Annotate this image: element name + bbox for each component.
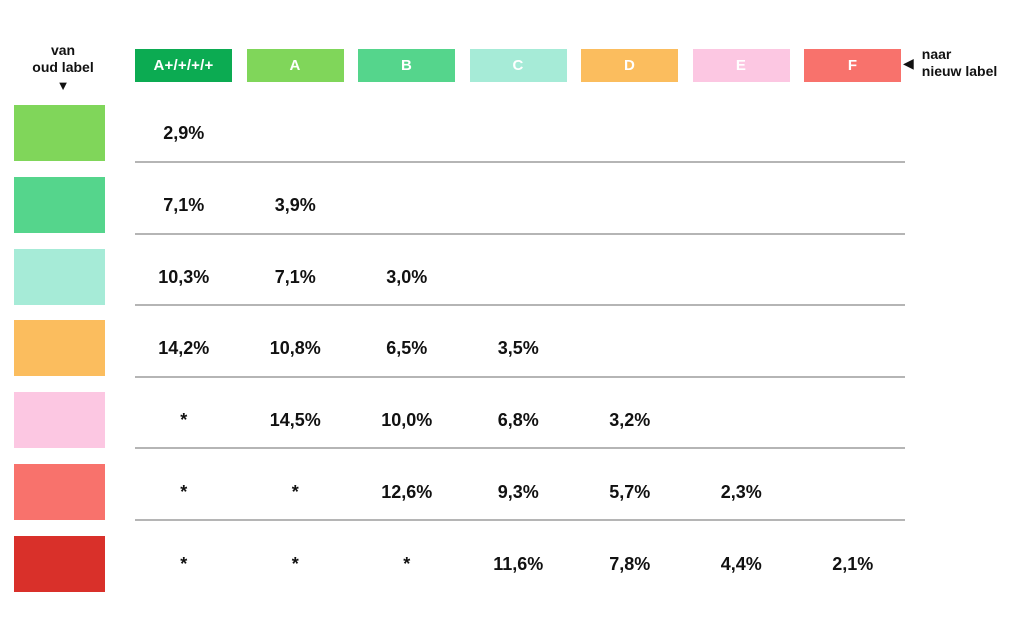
row-divider — [135, 447, 905, 449]
new-label-badge-b: B — [358, 49, 455, 82]
matrix-cell: 9,3% — [497, 481, 539, 502]
new-label-badge-a: A — [246, 49, 344, 82]
to-new-label-header: ◀ naar nieuw label — [903, 46, 997, 80]
new-label-badge-d: D — [581, 49, 678, 82]
matrix-cell: 7,1% — [274, 266, 316, 287]
matrix-cell: 3,5% — [497, 337, 539, 358]
matrix-cell — [797, 105, 909, 161]
arrow-down-icon: ▼ — [56, 78, 70, 93]
old-label-swatch-4 — [14, 320, 105, 376]
matrix-row-5: * 14,5% 10,0% 6,8% 3,2% — [128, 392, 909, 448]
from-label-line1: van — [50, 42, 76, 58]
matrix-cell: * — [403, 553, 411, 574]
matrix-cell — [797, 177, 909, 233]
matrix-cell: 10,0% — [381, 409, 433, 430]
matrix-row-3: 10,3% 7,1% 3,0% — [128, 249, 909, 305]
matrix-cell — [797, 464, 909, 520]
matrix-row-2: 7,1% 3,9% — [128, 177, 909, 233]
matrix-cell — [797, 320, 909, 376]
matrix-cell — [686, 249, 798, 305]
matrix-cell — [686, 105, 798, 161]
matrix-cell — [351, 177, 463, 233]
row-divider — [135, 304, 905, 306]
new-label-badge-e: E — [692, 49, 790, 82]
matrix-cell: 4,4% — [720, 553, 762, 574]
matrix-cell: * — [180, 553, 188, 574]
new-label-badge-c: C — [469, 49, 567, 82]
matrix-cell: 3,2% — [609, 409, 651, 430]
matrix-cell: * — [180, 481, 188, 502]
matrix-cell: * — [291, 553, 299, 574]
matrix-cell — [574, 105, 686, 161]
matrix-cell — [797, 249, 909, 305]
matrix-cell: * — [180, 409, 188, 430]
matrix-cell — [574, 249, 686, 305]
matrix-cell — [686, 320, 798, 376]
to-label-line1: naar — [921, 46, 952, 62]
matrix-cell: 2,1% — [832, 553, 874, 574]
new-label-badge-f: F — [804, 49, 901, 82]
matrix-cell: 14,5% — [269, 409, 321, 430]
matrix-cell — [686, 177, 798, 233]
matrix-cell: 14,2% — [158, 337, 210, 358]
matrix-cell: 6,5% — [386, 337, 428, 358]
matrix-row-4: 14,2% 10,8% 6,5% 3,5% — [128, 320, 909, 376]
matrix-cell — [463, 177, 575, 233]
new-label-header-row: A+/+/+/+ A B C D E F — [135, 49, 901, 82]
from-old-label-header: van oud label ▼ — [8, 42, 118, 93]
matrix-cell: 7,8% — [609, 553, 651, 574]
matrix-cell: 2,3% — [720, 481, 762, 502]
old-label-swatch-5 — [14, 392, 105, 448]
matrix-cell: 12,6% — [381, 481, 433, 502]
old-label-swatch-3 — [14, 249, 105, 305]
matrix-row-6: * * 12,6% 9,3% 5,7% 2,3% — [128, 464, 909, 520]
matrix-row-7: * * * 11,6% 7,8% 4,4% 2,1% — [128, 536, 909, 592]
to-label-line2: nieuw label — [921, 63, 998, 79]
matrix-cell: 6,8% — [497, 409, 539, 430]
row-divider — [135, 233, 905, 235]
to-label-text: naar nieuw label — [922, 46, 997, 80]
matrix-cell — [351, 105, 463, 161]
row-divider — [135, 161, 905, 163]
old-label-swatch-2 — [14, 177, 105, 233]
matrix-cell: 3,9% — [274, 194, 316, 215]
old-label-swatch-1 — [14, 105, 105, 161]
matrix-cell: 5,7% — [609, 481, 651, 502]
matrix-cell — [574, 320, 686, 376]
old-label-swatch-6 — [14, 464, 105, 520]
arrow-left-icon: ◀ — [903, 54, 914, 71]
matrix-cell: 10,3% — [158, 266, 210, 287]
new-label-badge-a-plus: A+/+/+/+ — [135, 49, 232, 82]
matrix-cell — [574, 177, 686, 233]
matrix-cell — [797, 392, 909, 448]
matrix-cell — [463, 105, 575, 161]
matrix-cell: 3,0% — [386, 266, 428, 287]
row-divider — [135, 376, 905, 378]
matrix-cell — [240, 105, 352, 161]
matrix-cell: 10,8% — [269, 337, 321, 358]
matrix-cell — [686, 392, 798, 448]
matrix-cell — [463, 249, 575, 305]
matrix-cell: 11,6% — [493, 553, 544, 574]
matrix-row-1: 2,9% — [128, 105, 909, 161]
matrix-cell: * — [291, 481, 299, 502]
matrix-cell: 7,1% — [163, 194, 205, 215]
row-divider — [135, 519, 905, 521]
old-label-swatch-7 — [14, 536, 105, 592]
matrix-cell: 2,9% — [163, 122, 205, 143]
from-label-line2: oud label — [32, 59, 94, 75]
